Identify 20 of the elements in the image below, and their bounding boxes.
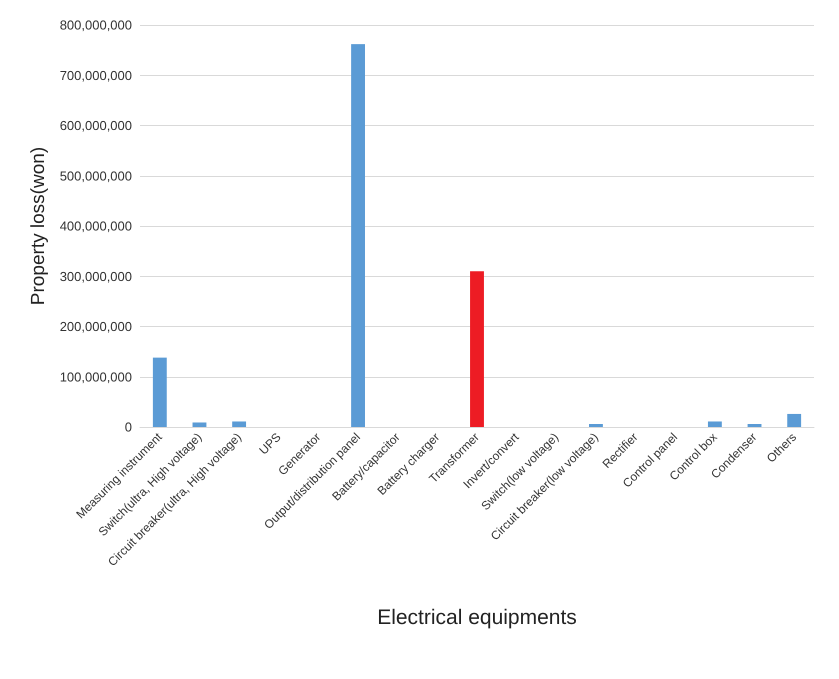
y-tick-label: 500,000,000 xyxy=(60,168,132,184)
bar xyxy=(192,422,206,427)
y-tick-label: 400,000,000 xyxy=(60,218,132,234)
bar xyxy=(708,421,722,427)
y-tick-label: 0 xyxy=(124,420,132,434)
bar xyxy=(787,414,802,427)
bar xyxy=(232,421,246,427)
y-tick-label: 700,000,000 xyxy=(60,68,132,83)
bar xyxy=(748,424,762,427)
x-axis-title: Electrical equipments xyxy=(377,606,577,629)
y-tick-label: 600,000,000 xyxy=(60,118,132,133)
bar xyxy=(152,358,167,427)
bar xyxy=(470,271,484,427)
bar xyxy=(589,424,603,427)
y-tick-label: 800,000,000 xyxy=(60,18,132,32)
y-tick-label: 300,000,000 xyxy=(60,268,132,284)
y-tick-label: 100,000,000 xyxy=(60,369,132,384)
bar xyxy=(351,44,365,427)
y-axis-title: Property loss(won) xyxy=(28,146,49,306)
y-tick-label: 200,000,000 xyxy=(60,319,132,334)
